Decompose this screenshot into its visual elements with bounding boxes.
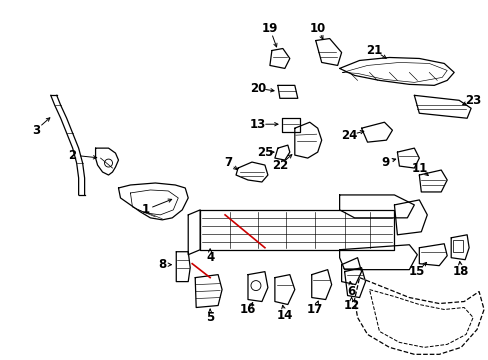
Text: 9: 9 bbox=[381, 156, 389, 168]
Text: 8: 8 bbox=[158, 258, 166, 271]
Text: 17: 17 bbox=[306, 303, 322, 316]
Text: 15: 15 bbox=[408, 265, 425, 278]
Text: 24: 24 bbox=[341, 129, 357, 142]
Text: 14: 14 bbox=[276, 309, 292, 322]
Text: 16: 16 bbox=[239, 303, 256, 316]
Text: 25: 25 bbox=[256, 145, 273, 159]
Text: 5: 5 bbox=[205, 311, 214, 324]
Text: 18: 18 bbox=[452, 265, 468, 278]
Text: 10: 10 bbox=[309, 22, 325, 35]
Text: 1: 1 bbox=[141, 203, 149, 216]
Bar bbox=[452, 240, 462, 252]
Text: 23: 23 bbox=[464, 94, 480, 107]
Text: 13: 13 bbox=[249, 118, 265, 131]
Text: 3: 3 bbox=[32, 124, 40, 137]
Text: 2: 2 bbox=[68, 149, 77, 162]
Text: 12: 12 bbox=[343, 299, 359, 312]
Text: 4: 4 bbox=[205, 251, 214, 264]
Text: 22: 22 bbox=[271, 158, 287, 172]
Text: 20: 20 bbox=[249, 82, 265, 95]
Text: 21: 21 bbox=[366, 44, 382, 57]
Text: 11: 11 bbox=[410, 162, 427, 175]
Text: 6: 6 bbox=[347, 285, 355, 298]
Text: 7: 7 bbox=[224, 156, 232, 168]
Text: 19: 19 bbox=[261, 22, 278, 35]
